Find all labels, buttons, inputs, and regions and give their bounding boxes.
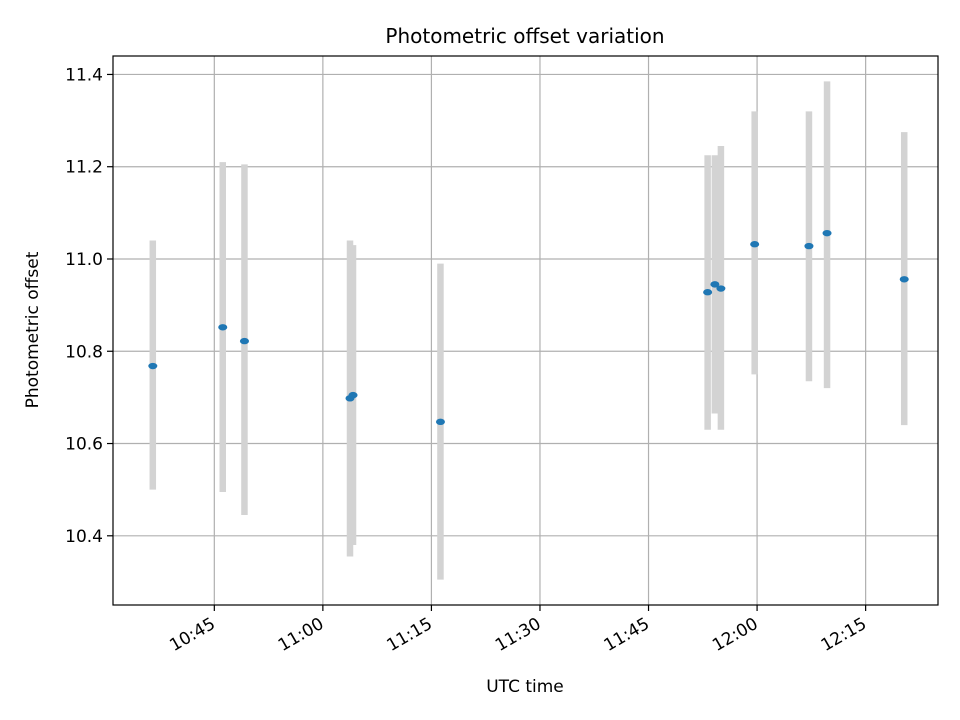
x-tick-label: 11:30 (492, 614, 544, 656)
data-point (899, 276, 909, 283)
plot-frame (112, 55, 939, 606)
y-tick-label: 10.6 (65, 435, 103, 455)
x-tick-label: 11:15 (383, 614, 435, 656)
x-axis-label: UTC time (486, 677, 564, 697)
error-bars (149, 81, 908, 580)
data-point (822, 229, 832, 237)
y-axis-label: Photometric offset (23, 251, 43, 408)
data-point (348, 391, 358, 399)
grid (113, 56, 938, 605)
data-point (710, 281, 720, 288)
data-point (218, 324, 228, 331)
y-tick-label: 10.4 (65, 527, 103, 547)
y-tick-label: 10.8 (65, 342, 103, 362)
x-tick-label: 11:00 (275, 614, 327, 656)
data-point (239, 337, 249, 345)
axis-ticks: 10:45 11:00 11:15 11:30 11:45 12:00 12:15 10.4 1… (65, 65, 870, 655)
y-tick-label: 11.4 (65, 65, 103, 85)
data-point (435, 418, 445, 426)
data-point (716, 285, 726, 292)
data-point (750, 241, 760, 248)
data-point (804, 242, 814, 250)
data-point (703, 289, 713, 296)
y-tick-label: 11.2 (65, 158, 103, 178)
x-tick-label: 12:00 (709, 614, 761, 656)
data-point (148, 362, 158, 370)
x-tick-label: 12:15 (818, 614, 870, 656)
x-tick-label: 10:45 (166, 614, 218, 656)
y-tick-label: 11.0 (65, 250, 103, 270)
x-tick-label: 11:45 (601, 614, 653, 656)
data-points (148, 229, 909, 426)
chart-title: Photometric offset variation (385, 24, 664, 48)
